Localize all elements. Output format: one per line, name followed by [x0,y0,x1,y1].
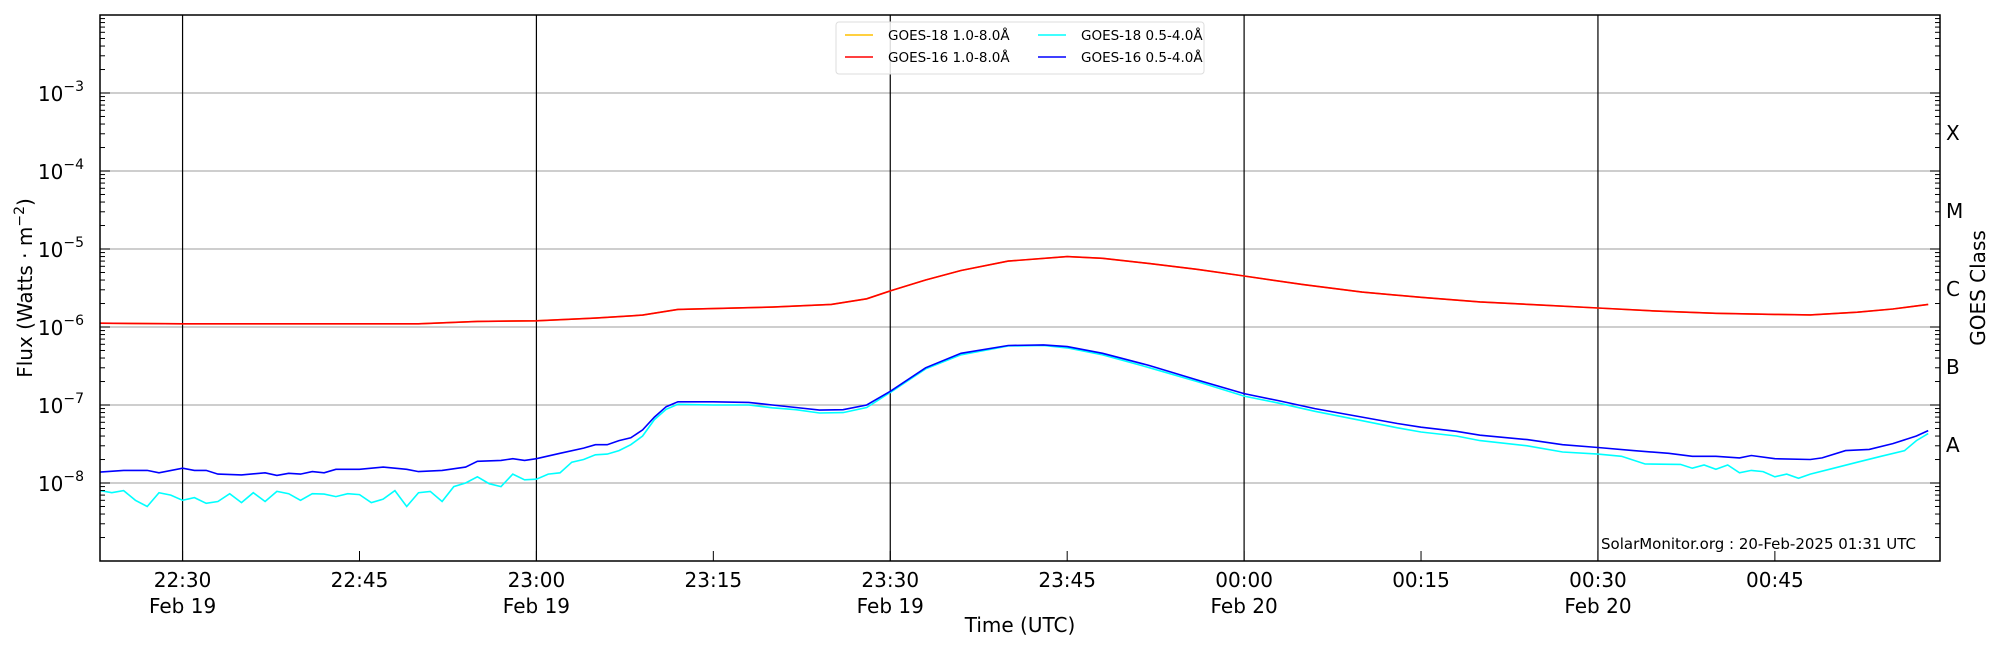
x-tick-label: 23:00 [508,568,566,592]
y-tick-label: 10−8 [38,469,84,496]
y-axis-label-close: ) [13,198,37,206]
y-axis-label-exp: −2 [12,206,28,227]
x-tick-date: Feb 19 [149,594,216,618]
y-tick-base: 10 [38,238,63,262]
x-tick-label: 00:45 [1746,568,1804,592]
grid [100,15,1940,561]
goes-class-label: A [1946,433,1960,457]
x-tick-label: 23:15 [685,568,743,592]
x-tick-label: 23:45 [1038,568,1096,592]
series-lines [99,255,1929,508]
x-axis-label: Time (UTC) [964,613,1076,637]
y-axis-label: Flux (Watts · m−2) [12,198,37,378]
goes-class-label: C [1946,277,1960,301]
y-tick-base: 10 [38,472,63,496]
y-tick-label: 10−5 [38,235,84,262]
y-tick-exponent: −8 [63,469,84,485]
right-axis-label: GOES Class [1966,230,1990,346]
y-tick-exponent: −4 [63,157,84,173]
y-tick-label: 10−4 [38,157,84,184]
y-tick-base: 10 [38,394,63,418]
x-tick-date: Feb 20 [1564,594,1631,618]
y-tick-label: 10−3 [38,79,84,106]
x-tick-date: Feb 20 [1210,594,1277,618]
x-tick-label: 22:30 [154,568,212,592]
y-tick-base: 10 [38,160,63,184]
plot-frame [99,14,1941,562]
y-tick-label: 10−6 [38,313,84,340]
x-tick-label: 23:30 [861,568,919,592]
x-tick-label: 22:45 [331,568,389,592]
y-tick-exponent: −5 [63,235,84,251]
y-tick-base: 10 [38,82,63,106]
goes-class-label: M [1946,199,1963,223]
goes-class-label: X [1946,121,1960,145]
x-tick-label: 00:00 [1215,568,1273,592]
y-tick-exponent: −6 [63,313,84,329]
goes-class-label: B [1946,355,1960,379]
legend-box [835,21,1205,75]
legend-label: GOES-18 1.0-8.0Å [888,27,1010,44]
legend: GOES-18 1.0-8.0Å GOES-16 1.0-8.0Å GOES-18 … [835,21,1205,75]
x-tick-date: Feb 19 [503,594,570,618]
x-tick-date: Feb 19 [857,594,924,618]
y-tick-base: 10 [38,316,63,340]
y-axis-label-main: Flux (Watts · m [13,227,37,378]
series-line-3 [99,344,1929,508]
y-tick-exponent: −3 [63,79,84,95]
legend-label: GOES-18 0.5-4.0Å [1081,27,1203,44]
x-tick-label: 00:30 [1569,568,1627,592]
legend-label: GOES-16 0.5-4.0Å [1081,49,1203,66]
y-tick-label: 10−7 [38,391,84,418]
series-line-2 [99,255,1929,325]
annotation: SolarMonitor.org : 20-Feb-2025 01:31 UTC [1601,535,1916,553]
legend-label: GOES-16 1.0-8.0Å [888,49,1010,66]
series-line-1 [99,255,1929,325]
y-tick-exponent: −7 [63,391,84,407]
x-tick-label: 00:15 [1392,568,1450,592]
series-line-4 [99,344,1929,477]
